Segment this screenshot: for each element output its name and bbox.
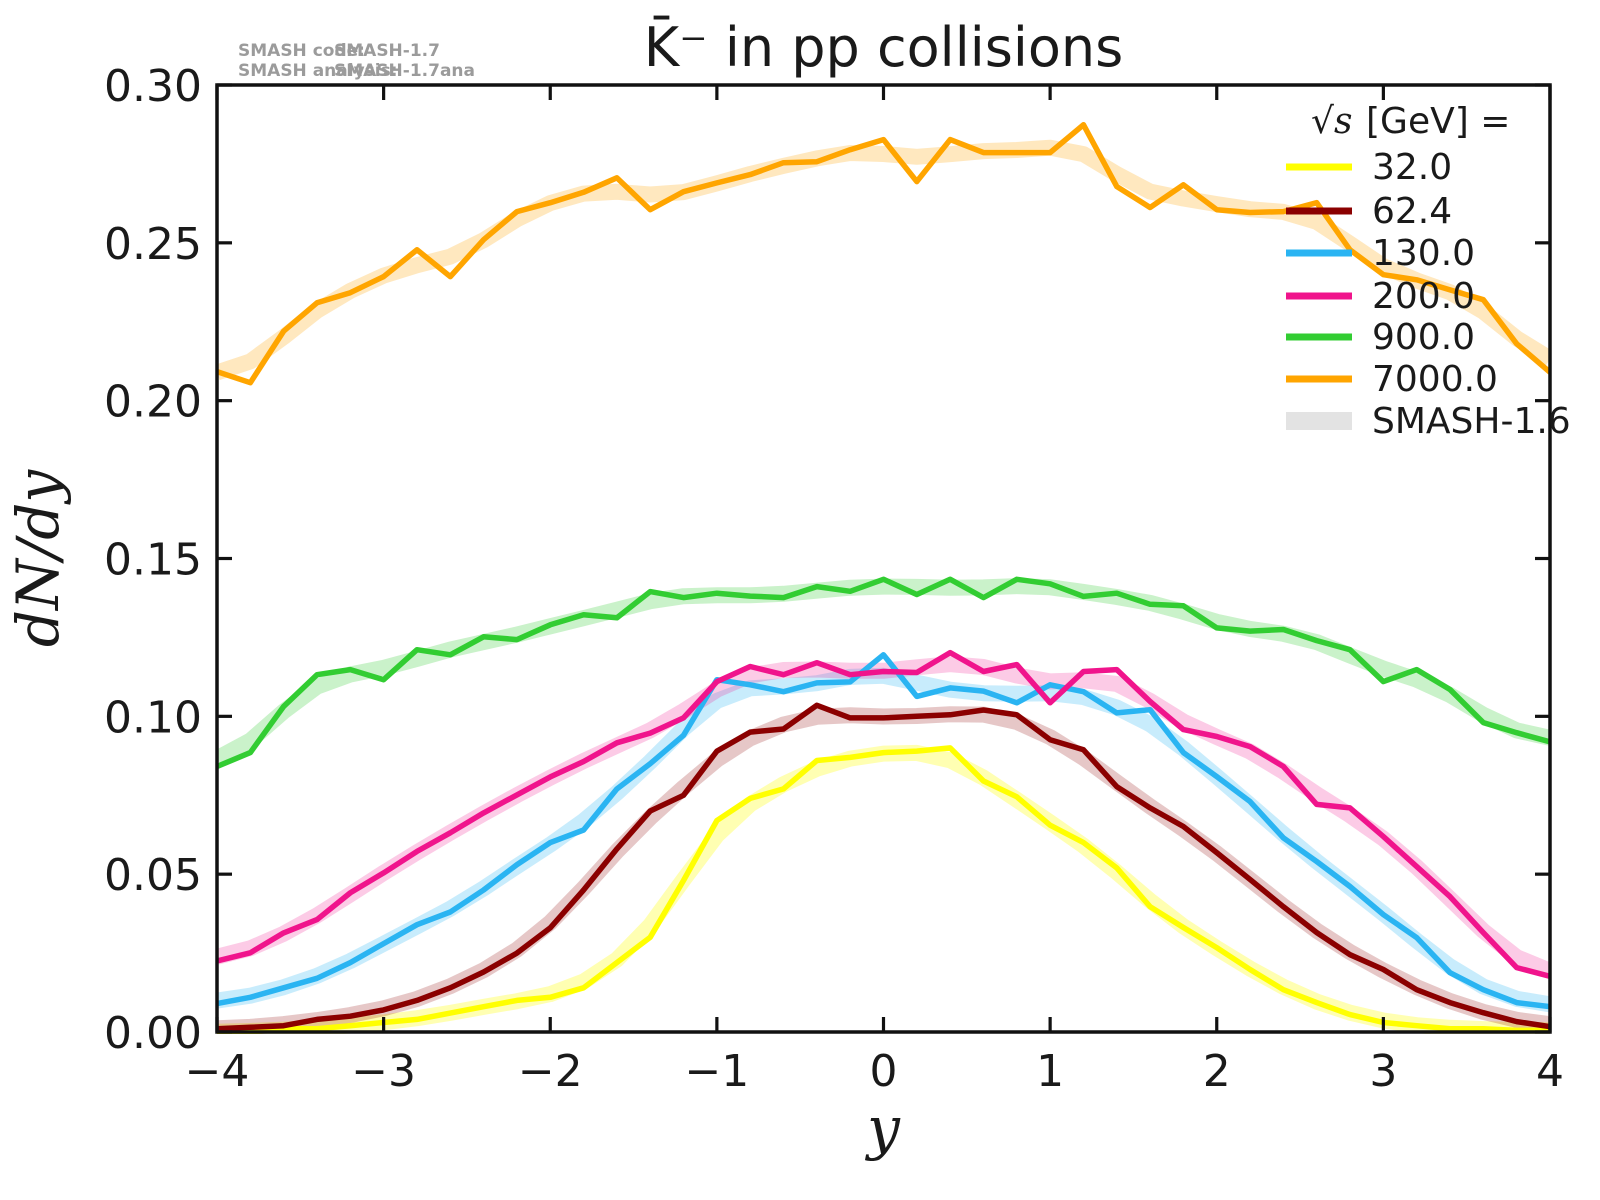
legend-label-32.0: 32.0: [1372, 147, 1452, 188]
legend-label-SMASH-1.6: SMASH-1.6: [1372, 401, 1571, 442]
series-line-32.0: [217, 745, 1550, 1034]
x-tick-label: −4: [185, 1046, 250, 1097]
series-line-130.0: [217, 652, 1550, 1010]
x-tick-label: −1: [684, 1046, 749, 1097]
legend-label-900.0: 900.0: [1372, 317, 1475, 358]
y-tick-label: 0.30: [104, 61, 202, 112]
legend-title-units: [GeV] =: [1366, 101, 1510, 142]
series-line-62.4: [217, 702, 1550, 1032]
legend: √s [GeV] = 32.062.4130.0200.0900.07000.0SM…: [1286, 101, 1571, 442]
x-tick-label: −2: [518, 1046, 583, 1097]
legend-label-62.4: 62.4: [1372, 191, 1452, 232]
legend-swatch-62.4: [1286, 207, 1352, 215]
legend-swatch-7000.0: [1286, 375, 1352, 383]
curves-group: [217, 122, 1550, 1034]
y-tick-label: 0.00: [104, 1008, 202, 1059]
smash-analysis-label: SMASH analysis:: [238, 61, 398, 81]
x-axis-label: y: [864, 1094, 901, 1162]
series-line-200.0: [217, 649, 1550, 980]
x-tick-label: 1: [1036, 1046, 1064, 1097]
y-tick-label: 0.05: [104, 850, 202, 901]
x-tick-label: 3: [1369, 1046, 1397, 1097]
legend-label-7000.0: 7000.0: [1372, 359, 1498, 400]
legend-swatch-130.0: [1286, 249, 1352, 257]
x-tick-label: 0: [870, 1046, 898, 1097]
legend-label-130.0: 130.0: [1372, 233, 1475, 274]
legend-swatch-SMASH-1.6: [1286, 412, 1352, 430]
smash-code-label: SMASH code:: [238, 41, 365, 61]
y-tick-label: 0.25: [104, 219, 202, 270]
chart-title: K̄⁻ in pp collisions: [644, 16, 1123, 79]
legend-title-sqrt-s: √s: [1311, 101, 1352, 142]
smash-analysis-value: SMASH-1.7ana: [334, 61, 475, 81]
legend-swatch-200.0: [1286, 292, 1352, 300]
legend-swatch-32.0: [1286, 163, 1352, 171]
smash-code-value: SMASH-1.7: [334, 41, 440, 61]
legend-swatch-900.0: [1286, 333, 1352, 341]
y-tick-label: 0.10: [104, 692, 202, 743]
legend-label-200.0: 200.0: [1372, 276, 1475, 317]
y-axis-label: dN/dy: [4, 469, 72, 648]
ticks-group: −4 −3 −2 −1 0 1 2 3 4 0.00 0.05 0.10 0.15 0.20 0.25 0.3…: [104, 61, 1564, 1097]
series-line-7000.0: [217, 122, 1550, 386]
x-tick-label: 2: [1203, 1046, 1231, 1097]
y-tick-label: 0.20: [104, 377, 202, 428]
x-tick-label: −3: [351, 1046, 416, 1097]
series-line-900.0: [217, 576, 1550, 770]
smash16-band-7000.0: [217, 139, 1550, 381]
x-tick-label: 4: [1536, 1046, 1564, 1097]
y-tick-label: 0.15: [104, 535, 202, 586]
